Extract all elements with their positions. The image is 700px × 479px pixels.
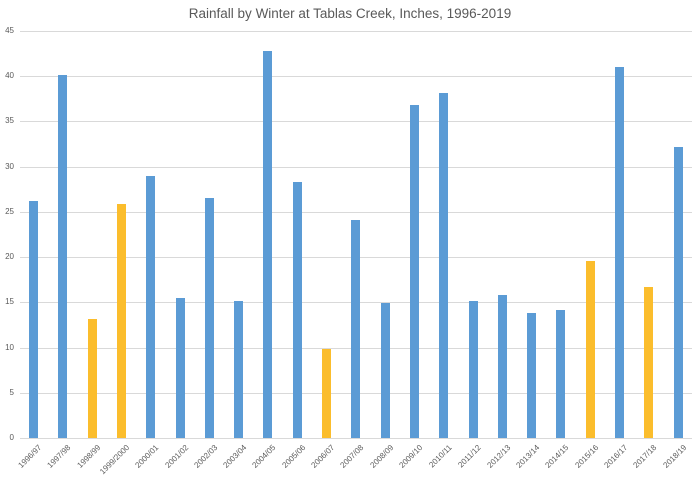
bar: [556, 309, 566, 438]
bar: [175, 297, 185, 438]
bar: [146, 175, 156, 438]
x-tick-label: 2004/05: [250, 443, 278, 470]
y-tick-label: 5: [9, 387, 14, 397]
bar: [615, 67, 624, 438]
bar: [527, 313, 537, 438]
bar: [644, 286, 654, 438]
bar: [585, 260, 595, 438]
x-tick-label: 1998/99: [75, 443, 102, 470]
x-tick-label: 2007/08: [338, 443, 366, 470]
bar: [673, 146, 683, 438]
x-tick-label: 2017/18: [631, 443, 659, 470]
x-tick-label: 2012/13: [485, 443, 513, 470]
gridline: [20, 211, 692, 213]
y-tick-label: 45: [5, 26, 14, 35]
bar: [58, 75, 68, 438]
x-tick-label: 2000/01: [133, 443, 161, 470]
bar: [116, 203, 126, 438]
x-tick-label: 1996/97: [16, 443, 44, 470]
x-tick-label: 2006/07: [309, 443, 337, 470]
bar: [322, 349, 331, 438]
x-tick-label: 2008/09: [368, 443, 395, 470]
x-tick-label: 2002/03: [192, 443, 220, 470]
y-tick-label: 40: [5, 71, 14, 81]
bar: [87, 318, 97, 438]
x-tick-label: 2015/16: [573, 443, 601, 470]
bar: [292, 182, 302, 438]
gridline: [20, 438, 692, 439]
x-tick-label: 2005/06: [280, 443, 308, 470]
y-tick-label: 25: [5, 206, 14, 216]
x-tick-label: 2013/14: [514, 443, 542, 470]
y-tick-label: 15: [5, 297, 14, 307]
gridline: [20, 31, 692, 32]
x-tick-label: 2001/02: [163, 443, 190, 470]
bar: [497, 295, 507, 438]
x-tick-label: 2014/15: [543, 443, 571, 470]
gridline: [20, 121, 692, 123]
bar: [351, 220, 361, 438]
x-tick-label: 2016/17: [602, 443, 630, 470]
bar: [468, 301, 478, 438]
bar: [234, 300, 244, 438]
x-tick-label: 2009/10: [397, 443, 425, 470]
x-tick-label: 1997/98: [45, 443, 73, 470]
bar: [409, 105, 419, 438]
bar: [263, 50, 273, 438]
y-tick-label: 10: [5, 342, 14, 352]
bar: [204, 198, 214, 438]
bar: [29, 201, 38, 438]
bar: [439, 92, 449, 438]
x-tick-label: 1999/2000: [98, 443, 132, 477]
bar: [380, 303, 390, 438]
y-tick-label: 35: [5, 116, 14, 126]
y-tick-label: 30: [5, 161, 14, 171]
x-tick-label: 2010/11: [427, 443, 454, 470]
x-tick-label: 2003/04: [221, 443, 249, 470]
x-tick-label: 2018/19: [661, 443, 688, 470]
y-tick-label: 20: [5, 252, 14, 262]
chart-title: Rainfall by Winter at Tablas Creek, Inch…: [188, 6, 512, 21]
gridline: [20, 166, 692, 168]
gridline: [20, 76, 692, 78]
y-tick-label: 0: [9, 433, 14, 442]
x-tick-label: 2011/12: [456, 443, 483, 470]
